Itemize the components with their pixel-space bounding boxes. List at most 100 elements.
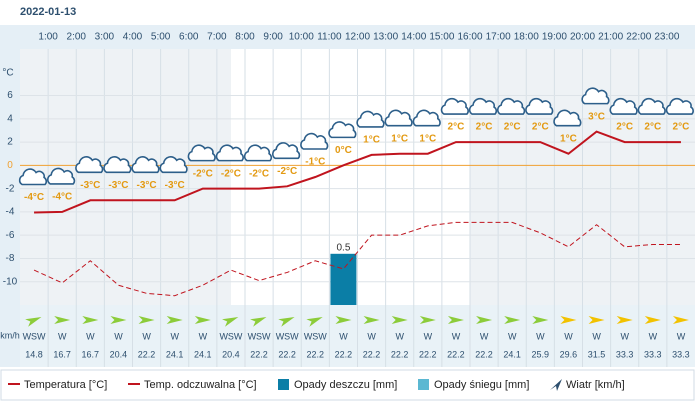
wind-arrow [363, 316, 380, 324]
temp-label: 2°C [448, 122, 465, 133]
wind-direction: W [142, 331, 151, 341]
temp-label: -4°C [52, 192, 72, 203]
wind-speed: 22.2 [447, 349, 465, 359]
temp-label: 2°C [504, 122, 521, 133]
weather-icon [131, 156, 160, 174]
wind-direction: W [452, 331, 461, 341]
wind-arrow [447, 316, 464, 324]
wind-direction: W [677, 331, 686, 341]
wind-direction: WSW [219, 331, 242, 341]
wind-arrow [278, 317, 295, 327]
x-tick-label: 10:00 [289, 32, 314, 43]
y-tick-label: -2 [6, 183, 15, 194]
temp-label: 1°C [363, 135, 380, 146]
x-tick-label: 6:00 [179, 32, 199, 43]
weather-icon [243, 144, 273, 162]
temp-label: -3°C [108, 180, 128, 191]
wind-speed: 16.7 [53, 349, 71, 359]
wind-speed: 24.1 [166, 349, 184, 359]
wind-direction: W [564, 331, 573, 341]
y-axis-label: °C [2, 68, 13, 79]
wind-arrow [476, 316, 493, 324]
temp-label: 2°C [673, 122, 690, 133]
x-tick-label: 12:00 [345, 32, 370, 43]
wind-speed: 22.2 [138, 349, 156, 359]
x-tick-label: 3:00 [95, 32, 115, 43]
y-tick-label: -6 [6, 230, 15, 241]
temp-label: -3°C [165, 180, 185, 191]
temp-label: -2°C [277, 166, 297, 177]
temp-label: 1°C [560, 133, 577, 144]
wind-arrow [672, 316, 689, 324]
wind-direction: W [536, 331, 545, 341]
weather-icon [328, 121, 357, 139]
wind-arrow [306, 317, 323, 327]
x-tick-label: 2:00 [67, 32, 87, 43]
temp-label: -1°C [305, 157, 325, 168]
wind-arrow [25, 317, 42, 327]
weather-icon [637, 97, 666, 115]
wind-direction: WSW [304, 331, 327, 341]
wind-arrow [644, 316, 661, 324]
wind-speed: 33.3 [644, 349, 662, 359]
temp-label: 1°C [391, 133, 408, 144]
weather-icon [497, 97, 526, 115]
temp-label: -2°C [249, 168, 269, 179]
wind-arrow [222, 317, 239, 327]
wind-speed: 22.2 [278, 349, 296, 359]
x-tick-label: 23:00 [654, 32, 679, 43]
date-title: 2022-01-13 [20, 6, 76, 18]
weather-icon [103, 156, 132, 174]
y-tick-label: -4 [6, 207, 15, 218]
temp-label: 0°C [335, 145, 352, 156]
wind-arrow [504, 316, 521, 324]
x-tick-label: 8:00 [235, 32, 255, 43]
x-tick-label: 19:00 [542, 32, 567, 43]
x-tick-label: 21:00 [598, 32, 623, 43]
wind-speed: 33.3 [672, 349, 690, 359]
temp-label: -3°C [137, 180, 157, 191]
wind-arrow [588, 316, 605, 324]
wind-speed: 22.2 [363, 349, 381, 359]
wind-speed: 22.2 [307, 349, 325, 359]
weather-icon [18, 168, 48, 186]
wind-direction: W [86, 331, 95, 341]
wind-direction: W [480, 331, 489, 341]
x-tick-label: 4:00 [123, 32, 143, 43]
precip-bar [330, 253, 357, 305]
temp-label: -4°C [24, 192, 44, 203]
legend-swatch [418, 379, 429, 390]
legend-swatch [278, 379, 289, 390]
wind-speed: 22.2 [335, 349, 353, 359]
temp-label: 2°C [532, 122, 549, 133]
weather-icon [272, 142, 301, 160]
precip-label: 0.5 [336, 242, 350, 253]
wind-direction: W [199, 331, 208, 341]
y-tick-label: -10 [3, 276, 18, 287]
weather-icon [553, 109, 582, 127]
x-tick-label: 22:00 [626, 32, 651, 43]
x-tick-label: 1:00 [38, 32, 58, 43]
wind-direction: W [424, 331, 433, 341]
wind-direction: WSW [276, 331, 299, 341]
x-tick-label: 18:00 [514, 32, 539, 43]
wind-speed: 20.4 [222, 349, 240, 359]
feels-like-line [33, 221, 681, 297]
wind-speed: 24.1 [503, 349, 521, 359]
weather-icon [581, 87, 610, 105]
weather-icon [75, 156, 104, 174]
legend-box [0, 369, 695, 401]
wind-direction: W [58, 331, 67, 341]
axis-column [0, 25, 20, 367]
x-tick-label: 15:00 [429, 32, 454, 43]
wind-arrow [532, 316, 549, 324]
y-tick-label: 2 [7, 137, 13, 148]
temp-label: -2°C [221, 168, 241, 179]
wind-speed: 20.4 [110, 349, 128, 359]
y-tick-label: -8 [6, 253, 15, 264]
hour-row [0, 25, 695, 49]
wind-arrow [82, 316, 99, 324]
wind-direction: W [114, 331, 123, 341]
x-tick-label: 14:00 [401, 32, 426, 43]
